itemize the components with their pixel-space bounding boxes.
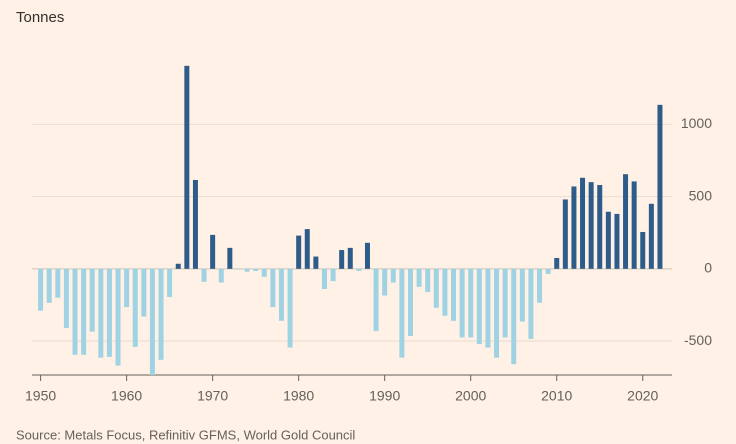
y-tick-label: 1000 xyxy=(681,115,712,131)
y-tick-label: -500 xyxy=(684,332,712,348)
bar xyxy=(124,268,130,308)
bar xyxy=(72,268,78,355)
x-tick-label: 1970 xyxy=(197,388,228,404)
bar xyxy=(545,268,551,274)
bar xyxy=(468,268,474,338)
bar xyxy=(167,268,173,297)
bar xyxy=(562,199,568,269)
bar xyxy=(38,268,44,311)
x-tick-label: 2020 xyxy=(627,388,658,404)
x-tick-label: 1950 xyxy=(25,388,56,404)
bar xyxy=(657,104,663,269)
bar xyxy=(55,268,61,298)
bar xyxy=(580,177,586,269)
bar xyxy=(330,268,336,282)
bar xyxy=(502,268,508,338)
bar xyxy=(89,268,95,332)
bar xyxy=(192,179,198,269)
bar xyxy=(339,250,345,269)
bar xyxy=(614,213,620,269)
bar xyxy=(425,268,431,292)
bar xyxy=(399,268,405,358)
x-tick-label: 1960 xyxy=(111,388,142,404)
bar xyxy=(227,247,233,269)
bar xyxy=(537,268,543,303)
bar xyxy=(201,268,207,282)
bar xyxy=(46,268,52,303)
bar xyxy=(63,268,69,329)
bar xyxy=(631,181,637,269)
bar xyxy=(244,268,250,272)
bar xyxy=(459,268,465,338)
bar xyxy=(175,263,181,269)
bar xyxy=(278,268,284,321)
bar xyxy=(106,268,112,357)
bar xyxy=(407,268,413,336)
x-tick-label: 1980 xyxy=(283,388,314,404)
bar xyxy=(416,268,422,287)
bar xyxy=(261,268,267,277)
bar xyxy=(132,268,138,347)
bar xyxy=(149,268,155,375)
bar xyxy=(235,268,241,270)
bar xyxy=(528,268,534,339)
y-tick-label: 0 xyxy=(704,260,712,276)
bar xyxy=(648,203,654,269)
bar xyxy=(588,182,594,269)
x-tick-label: 2000 xyxy=(455,388,486,404)
bar xyxy=(313,256,319,269)
bar xyxy=(296,235,302,269)
bar xyxy=(210,234,216,269)
bar xyxy=(373,268,379,331)
bar xyxy=(321,268,327,290)
bar xyxy=(115,268,121,366)
bar xyxy=(287,268,293,348)
bar xyxy=(597,185,603,269)
bar xyxy=(571,186,577,269)
bar xyxy=(494,268,500,358)
bar xyxy=(640,231,646,269)
bar xyxy=(442,268,448,316)
x-tick-label: 1990 xyxy=(369,388,400,404)
bar xyxy=(554,257,560,269)
y-tick-label: 500 xyxy=(689,187,713,203)
bar xyxy=(390,268,396,283)
bar xyxy=(304,229,310,269)
bar xyxy=(347,247,353,269)
bar xyxy=(364,242,370,269)
bar xyxy=(476,268,482,344)
bar xyxy=(158,268,164,360)
bar xyxy=(356,268,362,271)
bar xyxy=(511,268,517,365)
bar xyxy=(623,174,629,269)
bar xyxy=(451,268,457,321)
bar xyxy=(98,268,104,358)
bar xyxy=(519,268,525,322)
bar xyxy=(485,268,491,348)
bar xyxy=(141,268,147,317)
source: Source: Metals Focus, Refinitiv GFMS, Wo… xyxy=(16,427,355,442)
bar xyxy=(605,211,611,269)
bar xyxy=(218,268,224,283)
x-tick-label: 2010 xyxy=(541,388,572,404)
bar xyxy=(270,268,276,308)
y-axis-unit: Tonnes xyxy=(16,9,64,26)
bar xyxy=(433,268,439,308)
bar xyxy=(81,268,87,355)
bar xyxy=(184,65,190,269)
bar xyxy=(382,268,388,296)
bar xyxy=(253,268,259,271)
